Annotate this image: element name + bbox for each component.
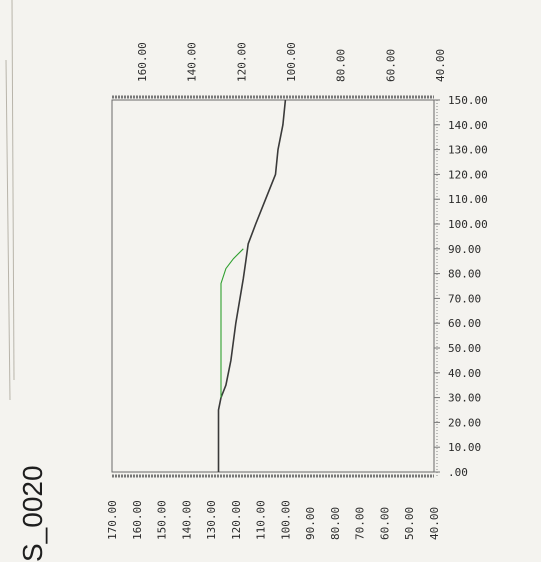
right-axis-ticks: 150.00 140.00 130.00 120.00 110.00 100.00 90.0… [434, 94, 488, 479]
right-tick-label: 50.00 [448, 342, 481, 355]
right-tick-label: 110.00 [448, 193, 488, 206]
right-tick-label: 140.00 [448, 119, 488, 132]
right-tick-label: .00 [448, 466, 468, 479]
right-tick-label: 60.00 [448, 317, 481, 330]
bottom-tick-label: 40.00 [428, 507, 441, 540]
top-tick-label: 120.00 [235, 42, 248, 82]
right-tick-label: 150.00 [448, 94, 488, 107]
top-tick-label: 100.00 [285, 42, 298, 82]
right-tick-label: 120.00 [448, 168, 488, 181]
right-tick-label: 80.00 [448, 268, 481, 281]
series-layer [217, 99, 287, 472]
right-tick-label: 130.00 [448, 144, 488, 157]
top-tick-label: 80.00 [335, 49, 348, 82]
scan-edge-noise [5, 0, 15, 401]
bottom-tick-label: 150.00 [156, 500, 169, 540]
right-tick-label: 100.00 [448, 218, 488, 231]
bottom-tick-label: 130.00 [205, 500, 218, 540]
top-tick-label: 140.00 [186, 42, 199, 82]
right-tick-label: 20.00 [448, 416, 481, 429]
bottom-tick-label: 110.00 [255, 500, 268, 540]
top-axis-ticks: 160.00 140.00 120.00 100.00 80.00 60.00 40.00 [136, 42, 447, 82]
bottom-axis-ticks: 170.00 160.00 150.00 140.00 130.00 120.00 110.… [106, 500, 441, 540]
bottom-tick-label: 60.00 [378, 507, 391, 540]
right-tick-label: 30.00 [448, 392, 481, 405]
bottom-tick-label: 90.00 [304, 507, 317, 540]
bottom-tick-label: 160.00 [131, 500, 144, 540]
series-line-1 [217, 99, 287, 472]
right-tick-label: 70.00 [448, 292, 481, 305]
series-line-2 [220, 248, 244, 398]
right-tick-label: 10.00 [448, 441, 481, 454]
bottom-tick-label: 80.00 [329, 507, 342, 540]
bottom-tick-label: 100.00 [279, 500, 292, 540]
plot-frame [111, 99, 435, 473]
top-tick-label: 160.00 [136, 42, 149, 82]
right-tick-label: 90.00 [448, 243, 481, 256]
right-tick-label: 40.00 [448, 367, 481, 380]
top-tick-label: 40.00 [434, 49, 447, 82]
bottom-tick-label: 140.00 [180, 500, 193, 540]
top-tick-label: 60.00 [384, 49, 397, 82]
bottom-tick-label: 170.00 [106, 500, 119, 540]
bottom-tick-label: 70.00 [354, 507, 367, 540]
side-label: S_0020 [17, 465, 48, 562]
bottom-tick-label: 50.00 [403, 507, 416, 540]
bottom-tick-label: 120.00 [230, 500, 243, 540]
